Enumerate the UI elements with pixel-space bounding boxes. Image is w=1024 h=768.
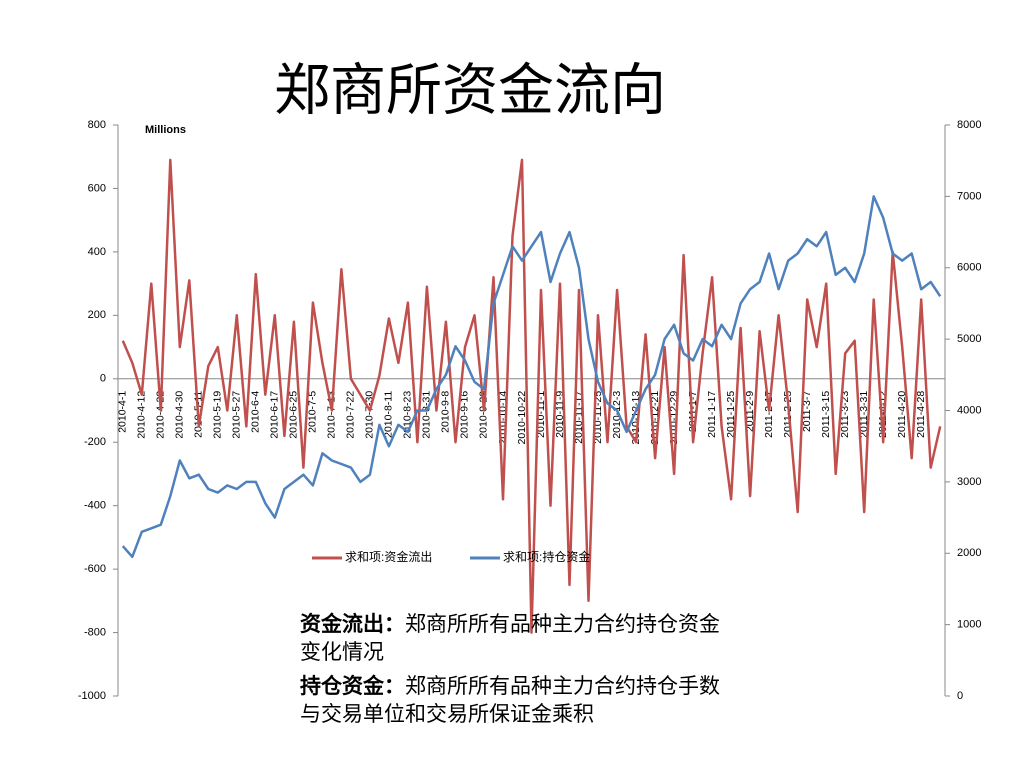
y-tick-label: 400	[88, 246, 106, 258]
y2-tick-label: 4000	[957, 404, 981, 416]
x-tick-label: 2010-4-22	[155, 391, 167, 439]
x-tick-label: 2010-4-1	[117, 391, 129, 433]
x-tick-label: 2010-12-3	[611, 391, 623, 439]
note-text: 郑商所所有品种主力合约持仓资金变化情况	[300, 612, 720, 664]
x-tick-label: 2010-10-22	[516, 391, 528, 445]
x-tick-label: 2010-4-30	[174, 391, 186, 439]
legend-label: 求和项:资金流出	[345, 549, 432, 564]
x-tick-label: 2011-1-17	[706, 391, 718, 438]
y-tick-label: -600	[84, 563, 106, 575]
x-tick-label: 2010-8-31	[421, 391, 433, 439]
x-tick-label: 2010-9-8	[440, 391, 452, 433]
y-tick-label: -200	[84, 436, 106, 448]
series-line	[121, 195, 942, 559]
y-tick-label: 0	[100, 373, 106, 385]
y-tick-label: 800	[88, 119, 106, 131]
y-tick-label: 600	[88, 182, 106, 194]
y-tick-label: 200	[88, 309, 106, 321]
note: 持仓资金：郑商所所有品种主力合约持仓手数与交易单位和交易所保证金乘积	[300, 672, 740, 728]
note-text: 郑商所所有品种主力合约持仓手数与交易单位和交易所保证金乘积	[300, 674, 720, 726]
x-tick-label: 2011-1-25	[725, 391, 737, 438]
notes: 资金流出：郑商所所有品种主力合约持仓资金变化情况 持仓资金：郑商所所有品种主力合…	[300, 610, 740, 734]
y2-tick-label: 5000	[957, 333, 981, 345]
x-tick-label: 2010-7-13	[326, 391, 338, 439]
legend-label: 求和项:持仓资金	[503, 549, 590, 564]
note-term: 持仓资金：	[300, 673, 405, 698]
x-tick-label: 2010-8-11	[383, 391, 395, 438]
y-tick-label: -400	[84, 500, 106, 512]
series-line	[121, 158, 942, 634]
y2-tick-label: 0	[957, 690, 963, 702]
y-tick-label: -800	[84, 626, 106, 638]
x-tick-label: 2010-5-27	[231, 391, 243, 439]
y2-tick-label: 6000	[957, 262, 981, 274]
x-tick-label: 2011-2-17	[763, 391, 775, 438]
y2-tick-label: 2000	[957, 547, 981, 559]
x-tick-label: 2010-5-19	[212, 391, 224, 439]
y-tick-label: -1000	[78, 690, 106, 702]
chart-title: 郑商所资金流向	[274, 59, 666, 124]
y-unit: Millions	[145, 124, 186, 136]
x-tick-label: 2011-4-20	[896, 391, 908, 438]
x-tick-label: 2010-6-4	[250, 391, 262, 433]
x-tick-label: 2011-4-28	[915, 391, 927, 438]
y2-tick-label: 3000	[957, 476, 981, 488]
note-term: 资金流出：	[300, 611, 405, 636]
x-tick-label: 2011-3-15	[820, 391, 832, 438]
x-tick-label: 2010-7-22	[345, 391, 357, 439]
x-tick-label: 2010-9-29	[478, 391, 490, 439]
x-tick-label: 2010-6-25	[288, 391, 300, 439]
x-tick-label: 2010-9-16	[459, 391, 471, 439]
x-tick-label: 2010-7-5	[307, 391, 319, 433]
x-tick-label: 2011-3-7	[801, 391, 813, 432]
note: 资金流出：郑商所所有品种主力合约持仓资金变化情况	[300, 610, 740, 666]
x-tick-label: 2010-6-17	[269, 391, 281, 439]
y2-tick-label: 1000	[957, 619, 981, 631]
x-tick-label: 2010-4-12	[136, 391, 148, 439]
y2-tick-label: 8000	[957, 119, 981, 131]
y2-tick-label: 7000	[957, 190, 981, 202]
